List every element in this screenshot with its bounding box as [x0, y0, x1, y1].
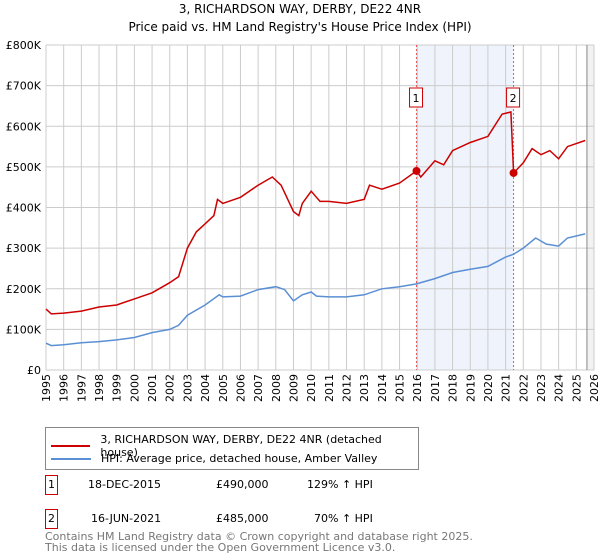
- chart-subtitle: Price paid vs. HM Land Registry's House …: [128, 20, 471, 34]
- y-tick-label: £0: [27, 364, 41, 377]
- x-tick-label: 1997: [75, 374, 88, 402]
- y-tick-label: £300K: [6, 242, 42, 255]
- y-tick-label: £600K: [6, 120, 42, 133]
- sale-badge: 1: [45, 475, 58, 495]
- chart-title: 3, RICHARDSON WAY, DERBY, DE22 4NR: [179, 2, 421, 16]
- x-tick-label: 2010: [305, 374, 318, 402]
- footer-line: This data is licensed under the Open Gov…: [45, 541, 396, 554]
- x-tick-label: 2025: [570, 374, 583, 402]
- x-tick-label: 2013: [358, 374, 371, 402]
- legend-swatch-blue: [51, 457, 91, 460]
- x-tick-label: 2004: [199, 374, 212, 402]
- x-tick-label: 2001: [146, 374, 159, 402]
- hpi-line: [45, 233, 586, 347]
- y-tick-label: £800K: [6, 39, 42, 52]
- sale-marker-label: 1: [413, 92, 420, 105]
- legend-swatch-red: [51, 445, 91, 447]
- sale-price: £485,000: [216, 512, 269, 525]
- x-tick-label: 2016: [411, 374, 424, 402]
- x-tick-label: 2023: [535, 374, 548, 402]
- sale-row: 1 18-DEC-2015 £490,000 129% ↑ HPI: [45, 475, 445, 495]
- sale-marker-box: [506, 87, 521, 108]
- x-tick-label: 2000: [128, 374, 141, 402]
- price-paid-line: [45, 111, 586, 315]
- x-tick-label: 2008: [270, 374, 283, 402]
- x-tick-label: 1995: [40, 374, 53, 402]
- x-tick-label: 2011: [323, 374, 336, 402]
- x-tick-label: 2007: [252, 374, 265, 402]
- x-tick-label: 2003: [181, 374, 194, 402]
- sale-badge: 2: [45, 509, 58, 529]
- y-tick-label: £200K: [6, 283, 42, 296]
- legend-item-property: 3, RICHARDSON WAY, DERBY, DE22 4NR (deta…: [51, 433, 418, 459]
- y-tick-label: £400K: [6, 202, 42, 215]
- footer-attribution: Contains HM Land Registry data © Crown c…: [45, 531, 473, 553]
- footer-line: Contains HM Land Registry data © Crown c…: [45, 530, 473, 543]
- legend-label: HPI: Average price, detached house, Ambe…: [101, 452, 378, 465]
- sale-price: £490,000: [216, 478, 269, 491]
- sale-point: [509, 168, 518, 177]
- legend: 3, RICHARDSON WAY, DERBY, DE22 4NR (deta…: [45, 427, 419, 470]
- x-tick-label: 2026: [588, 374, 600, 402]
- x-tick-label: 2012: [341, 374, 354, 402]
- sale-row: 2 16-JUN-2021 £485,000 70% ↑ HPI: [45, 509, 445, 529]
- y-tick-label: £100K: [6, 323, 42, 336]
- y-tick-label: £700K: [6, 80, 42, 93]
- sale-marker-label: 2: [510, 92, 517, 105]
- x-tick-label: 2002: [164, 374, 177, 402]
- x-tick-label: 2017: [429, 374, 442, 402]
- y-tick-label: £500K: [6, 161, 42, 174]
- x-tick-label: 2015: [394, 374, 407, 402]
- x-tick-label: 1999: [111, 374, 124, 402]
- x-tick-label: 1998: [93, 374, 106, 402]
- sale-point: [412, 166, 421, 175]
- x-tick-label: 2014: [376, 374, 389, 402]
- x-tick-label: 2024: [553, 374, 566, 402]
- sale-date: 18-DEC-2015: [88, 478, 162, 491]
- sale-date: 16-JUN-2021: [91, 512, 162, 525]
- sale-hpi: 70% ↑ HPI: [314, 512, 373, 525]
- sale-marker-box: [409, 87, 424, 108]
- x-tick-label: 2005: [217, 374, 230, 402]
- x-tick-label: 2019: [464, 374, 477, 402]
- x-tick-label: 1996: [58, 374, 71, 402]
- legend-item-hpi: HPI: Average price, detached house, Ambe…: [51, 452, 377, 465]
- price-chart: 3, RICHARDSON WAY, DERBY, DE22 4NR Price…: [6, 2, 600, 402]
- legend-label: 3, RICHARDSON WAY, DERBY, DE22 4NR (deta…: [100, 433, 382, 459]
- x-tick-label: 2022: [517, 374, 530, 402]
- x-tick-label: 2018: [447, 374, 460, 402]
- x-tick-label: 2020: [482, 374, 495, 402]
- x-tick-label: 2009: [287, 374, 300, 402]
- x-tick-label: 2006: [234, 374, 247, 402]
- sale-hpi: 129% ↑ HPI: [307, 478, 373, 491]
- x-tick-label: 2021: [500, 374, 513, 402]
